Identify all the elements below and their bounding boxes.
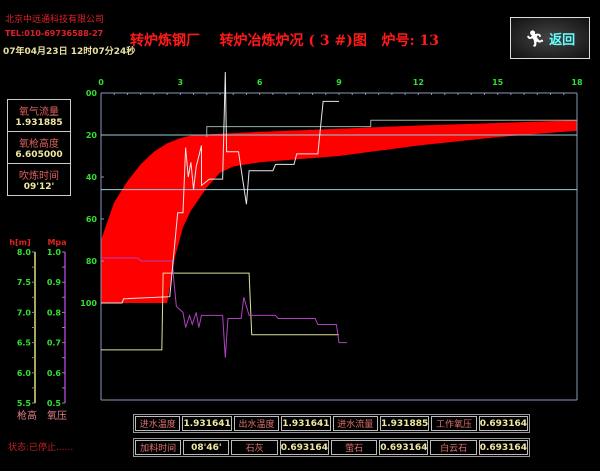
y-tick-label: 80 — [86, 257, 98, 266]
info-label: 吹炼时间 — [19, 171, 59, 182]
info-panel: 氧气流量 1.931885 氧枪高度 6.605000 吹炼时间 09'12' — [7, 99, 71, 196]
info-oxygen-flow: 氧气流量 1.931885 — [8, 100, 70, 132]
y-tick-label: 60 — [86, 215, 98, 224]
cell-label: 萤石 — [330, 440, 378, 455]
cell-label: 石灰 — [231, 440, 278, 455]
info-value: 09'12' — [23, 182, 55, 192]
cell-value: 0.693164 — [279, 440, 329, 455]
cell-label: 进水温度 — [135, 416, 181, 431]
return-label: 返回 — [549, 32, 576, 48]
oxygen-step-line — [206, 119, 577, 138]
cell-value: 1.931885 — [379, 416, 430, 431]
datetime: 07年04月23日 12时07分24秒 — [3, 47, 136, 57]
mpa-tick-label: 0.5 — [47, 399, 62, 408]
running-person-icon: 🏃︎ — [524, 28, 546, 48]
table-row-1: 进水温度 1.931641 出水温度 1.931641 进水流量 1.931885 工… — [133, 414, 530, 433]
mpa-scale-name: 氧压 — [47, 409, 67, 422]
x-tick-label: 3 — [178, 78, 184, 87]
cell-label: 出水温度 — [233, 416, 280, 431]
x-tick-label: 9 — [336, 78, 342, 87]
info-lance-height: 氧枪高度 6.605000 — [8, 132, 70, 164]
y-tick-label: 20 — [86, 131, 98, 140]
cell-label: 加料时间 — [135, 440, 182, 455]
cell-value: 08'46' — [183, 440, 230, 455]
cell-value: 0.693164 — [379, 440, 429, 455]
y-tick-label: 100 — [80, 299, 97, 308]
x-tick-label: 6 — [257, 78, 263, 87]
h-tick-label: 8.0 — [17, 248, 32, 257]
company-name: 北京中远通科技有限公司 — [5, 15, 105, 25]
cell-value: 1.931641 — [182, 416, 232, 431]
x-tick-label: 15 — [492, 78, 504, 87]
main-trace-line — [101, 71, 339, 304]
y-tick-label: 40 — [86, 173, 98, 182]
mpa-tick-label: 0.9 — [47, 278, 62, 287]
info-value: 1.931885 — [15, 118, 63, 128]
cell-value: 0.693164 — [478, 440, 528, 455]
cell-label: 工作氧压 — [431, 416, 477, 431]
h-tick-label: 6.5 — [17, 339, 32, 348]
h-tick-label: 7.5 — [17, 278, 32, 287]
info-label: 氧气流量 — [19, 107, 59, 118]
h-scale-name: 枪高 — [17, 409, 37, 422]
mpa-tick-label: 1.0 — [47, 248, 62, 257]
cell-value: 1.931641 — [281, 416, 331, 431]
info-blow-time: 吹炼时间 09'12' — [8, 164, 70, 195]
h-tick-label: 6.0 — [17, 369, 32, 378]
lance-height-line — [101, 272, 339, 351]
x-tick-label: 12 — [413, 78, 424, 87]
info-label: 氧枪高度 — [19, 139, 59, 150]
company-tel: TEL:010-69736588-27 — [5, 29, 104, 38]
mpa-unit-label: Mpa — [47, 238, 66, 247]
oxygen-pressure-line — [101, 257, 347, 358]
page-title: 转炉炼钢厂 转炉冶炼炉况 ( 3 #)图 炉号: 13 — [130, 33, 439, 49]
h-tick-label: 5.5 — [17, 399, 32, 408]
status-text: 状态:已停止...... — [8, 443, 74, 453]
x-tick-label: 18 — [571, 78, 583, 87]
table-row-2: 加料时间 08'46' 石灰 0.693164 萤石 0.693164 白云石 0.69… — [133, 438, 530, 457]
mpa-tick-label: 0.8 — [47, 308, 62, 317]
mpa-tick-label: 0.6 — [47, 369, 62, 378]
h-unit-label: h[m] — [9, 238, 30, 247]
return-button[interactable]: 🏃︎ 返回 — [510, 17, 590, 59]
mpa-tick-label: 0.7 — [47, 339, 61, 348]
y-tick-label: 00 — [86, 89, 98, 98]
red-band — [101, 120, 577, 303]
x-tick-label: 0 — [98, 78, 104, 87]
cell-label: 白云石 — [430, 440, 477, 455]
cell-label: 进水流量 — [332, 416, 378, 431]
cell-value: 0.693164 — [478, 416, 528, 431]
h-tick-label: 7.0 — [17, 308, 32, 317]
info-value: 6.605000 — [15, 150, 63, 160]
